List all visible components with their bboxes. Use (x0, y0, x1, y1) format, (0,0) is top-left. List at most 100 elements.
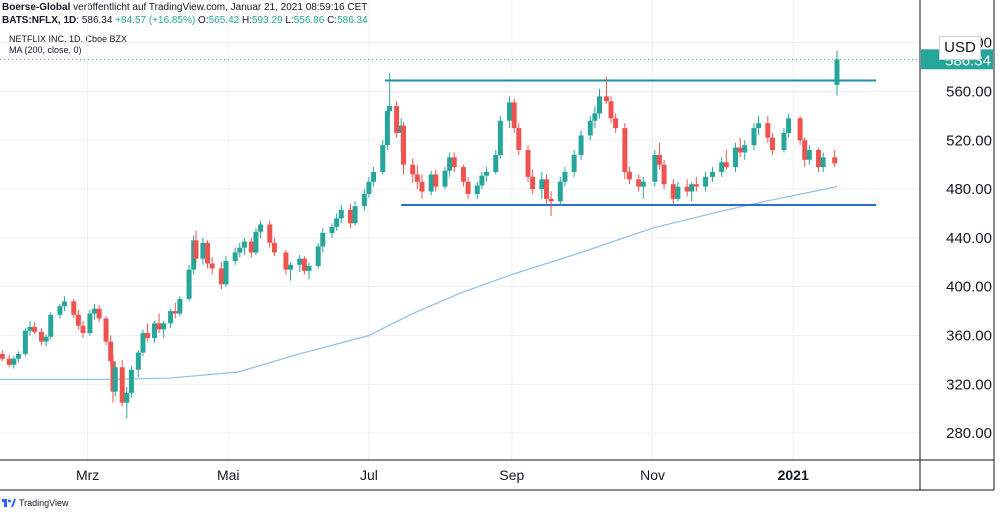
candle-body (145, 333, 151, 338)
candle-body (62, 301, 68, 307)
candle-body (587, 120, 593, 136)
ma-200-line (0, 186, 838, 381)
candle-body (387, 106, 393, 111)
y-tick-label: 480.00 (946, 181, 992, 198)
x-tick-label: Nov (640, 467, 665, 483)
open-label: O: (198, 15, 209, 26)
candle-body (338, 209, 344, 219)
candle-body (670, 184, 676, 199)
candle-body (539, 179, 545, 190)
candle-body (384, 110, 390, 146)
published-info: Boerse-Global veröffentlicht auf Trading… (2, 2, 367, 13)
candle-body (596, 96, 602, 114)
y-tick-label: 400.00 (946, 279, 992, 296)
candle-body (32, 326, 38, 332)
y-tick-label: 440.00 (946, 230, 992, 247)
candle-body (301, 258, 307, 271)
candle-body (622, 128, 628, 172)
candle-body (394, 106, 400, 133)
candle-body (511, 102, 517, 129)
candle-body (22, 330, 28, 354)
candle-body (320, 233, 326, 247)
candle-body (820, 157, 826, 168)
candle-body (48, 314, 54, 337)
currency-button[interactable]: USD (939, 36, 981, 60)
candle-body (742, 145, 748, 153)
candle-body (578, 135, 584, 155)
x-tick-label: Sep (499, 467, 524, 483)
candle-body (751, 128, 757, 146)
high-value: 593.29 (251, 15, 283, 26)
candle-body (447, 157, 453, 171)
ohlc-header: BATS:NFLX, 1D: 586.34 +84.57 (+16.85%) O… (2, 15, 368, 26)
candle-body (168, 311, 174, 324)
axes-layer: Mrz Mai Jul Sep Nov 2021 280.00 320.00 360.00 400… (0, 0, 995, 491)
candle-body (765, 123, 771, 138)
candle-body (410, 164, 416, 175)
candle-body (543, 179, 549, 199)
candle-body (177, 298, 183, 314)
candle-body (283, 252, 289, 270)
candle-body (156, 323, 162, 330)
candle-body (548, 198, 554, 202)
x-tick-label: 2021 (778, 467, 809, 483)
published-text: veröffentlicht auf TradingView.com, Janu… (73, 2, 368, 13)
candle-body (661, 164, 667, 185)
candle-body (493, 154, 499, 172)
x-tick-label: Jul (360, 467, 378, 483)
candle-body (103, 318, 109, 342)
candle-body (186, 269, 192, 299)
candle-body (209, 263, 215, 269)
candle-body (693, 184, 699, 187)
candle-body (366, 181, 372, 194)
candle-body (719, 162, 725, 172)
candle-body (200, 242, 206, 259)
candle-body (460, 167, 466, 182)
candle-body (516, 128, 522, 151)
candle-body (557, 181, 563, 202)
candle-body (816, 150, 822, 168)
candle-body (267, 224, 273, 243)
candle-body (733, 147, 739, 168)
candle-body (603, 96, 609, 102)
candle-body (253, 231, 259, 253)
open-value: 565.42 (208, 15, 240, 26)
candle-body (401, 125, 407, 165)
candle-body (297, 258, 303, 265)
candle-body (124, 392, 130, 403)
candle-body (675, 186, 681, 199)
candle-body (205, 242, 211, 264)
candle-body (737, 147, 743, 153)
candle-body (0, 353, 5, 359)
candle-body (161, 323, 167, 330)
candle-body (347, 209, 353, 224)
candle-body (656, 154, 662, 165)
candle-body (223, 261, 229, 285)
candles-layer (0, 50, 840, 419)
candle-body (112, 367, 118, 392)
candle-body (380, 145, 386, 172)
candle-body (640, 181, 646, 187)
candle-body (75, 314, 81, 326)
candle-body (92, 308, 98, 314)
candle-body (6, 358, 12, 365)
y-tick-label: 320.00 (946, 376, 992, 393)
legend-series: NETFLIX INC, 1D, Cboe BZX (9, 34, 128, 44)
candle-body (442, 170, 448, 187)
last-value: 586.34 (81, 15, 113, 26)
candle-body (414, 174, 420, 182)
candle-body (433, 174, 439, 187)
candle-body (834, 59, 840, 85)
candle-body (11, 358, 17, 365)
candle-body (474, 185, 480, 194)
candle-body (689, 184, 695, 192)
x-tick-label: Mrz (76, 467, 99, 483)
symbol-label: BATS:NFLX, 1D (2, 15, 77, 26)
candle-body (334, 218, 340, 227)
high-label: H: (241, 15, 252, 26)
candle-body (530, 176, 536, 190)
change-value: +84.57 (+16.85%) (115, 15, 196, 26)
candle-body (832, 157, 838, 164)
candle-body (288, 264, 294, 270)
